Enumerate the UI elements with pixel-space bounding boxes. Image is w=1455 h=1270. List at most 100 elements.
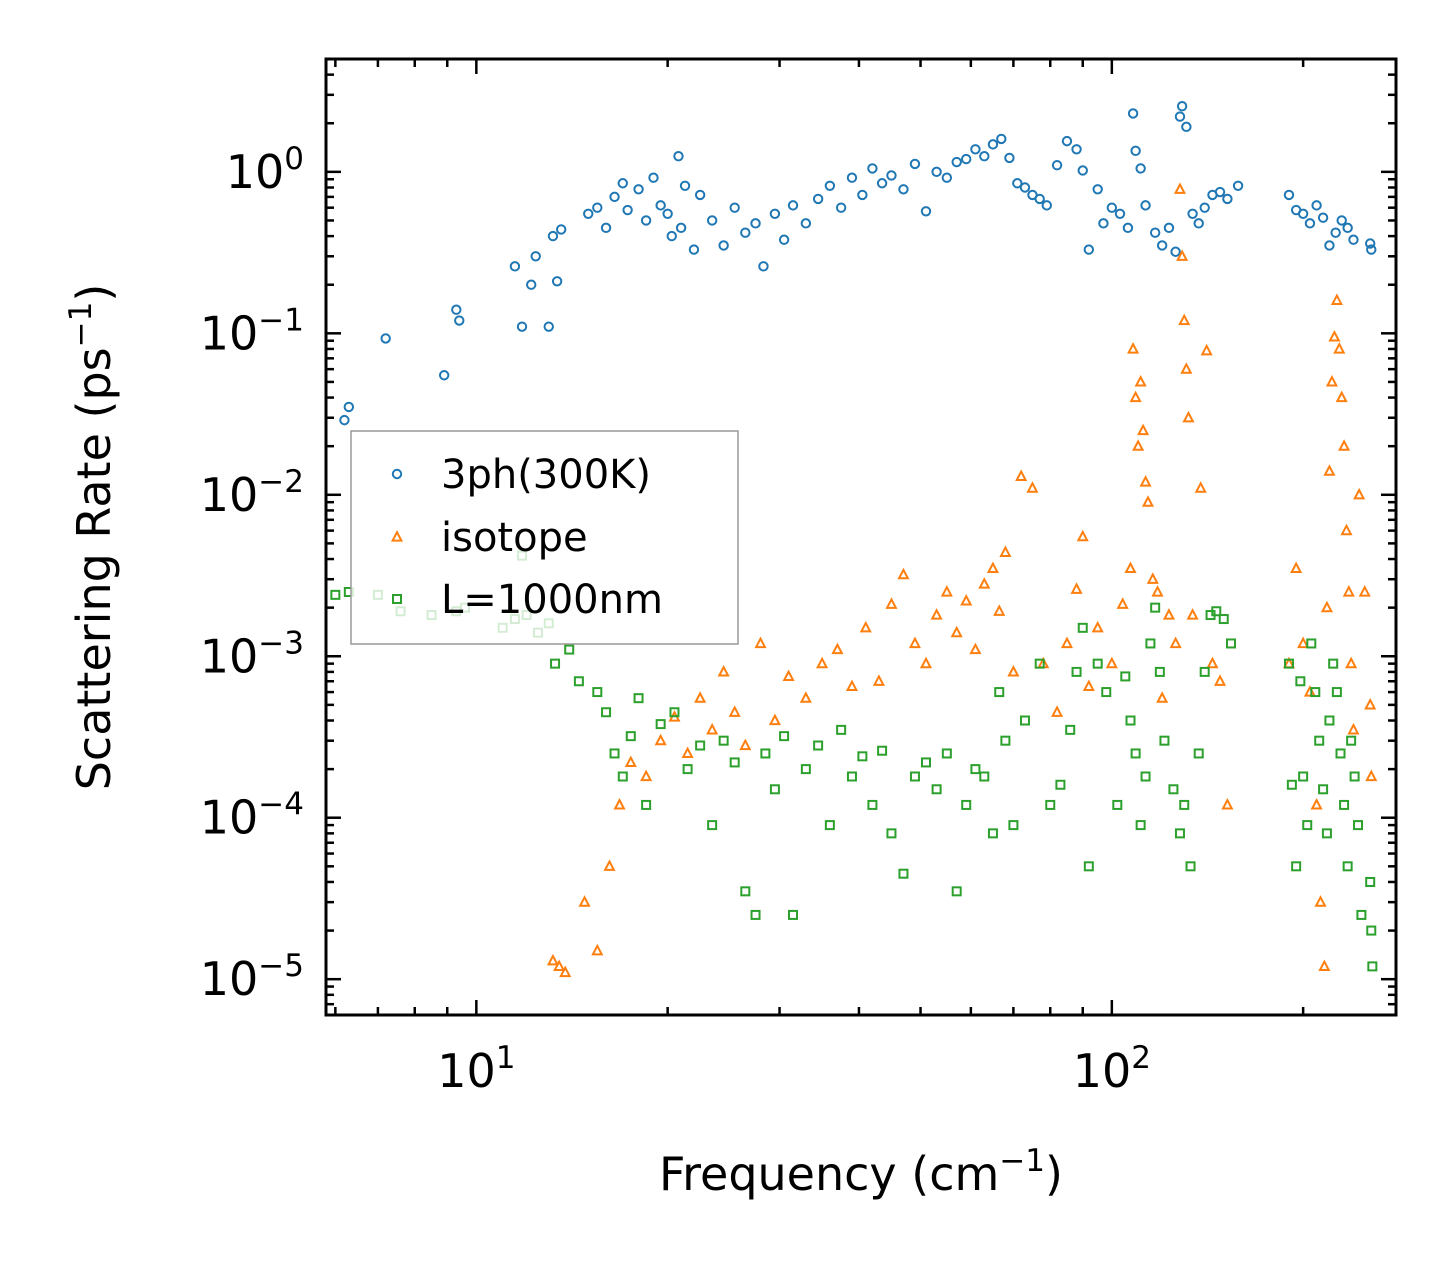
point-3-35: [779, 731, 790, 742]
point-1-21: [633, 184, 644, 195]
point-2-21: [799, 691, 812, 703]
point-3-30: [729, 757, 740, 768]
point-3-106: [1346, 735, 1357, 746]
point-1-63: [1019, 182, 1031, 193]
point-1-70: [1077, 165, 1088, 176]
point-1-24: [655, 200, 666, 211]
point-3-57: [1000, 735, 1011, 746]
point-2-77: [1290, 561, 1303, 574]
point-1-83: [1163, 222, 1175, 234]
legend-marker-1: [391, 468, 403, 480]
point-2-59: [1141, 495, 1155, 507]
point-1-89: [1193, 218, 1204, 229]
point-2-64: [1169, 636, 1182, 649]
point-1-100: [1317, 212, 1329, 223]
point-2-71: [1194, 481, 1207, 493]
point-3-15: [564, 644, 575, 655]
point-1-26: [666, 230, 677, 242]
point-3-32: [750, 909, 761, 920]
point-3-60: [1034, 658, 1045, 669]
point-2-14: [706, 722, 719, 735]
point-2-8: [624, 755, 637, 768]
point-3-82: [1185, 861, 1196, 872]
point-3-37: [800, 764, 811, 775]
point-3-49: [931, 784, 942, 795]
point-3-112: [1367, 961, 1378, 972]
point-1-99: [1311, 200, 1322, 211]
point-3-45: [886, 828, 897, 839]
point-1-30: [688, 244, 700, 255]
point-3-77: [1154, 666, 1165, 677]
point-3-109: [1356, 909, 1367, 920]
point-1-92: [1214, 186, 1226, 198]
point-1-11: [543, 321, 554, 332]
point-1-87: [1181, 121, 1192, 133]
point-1-55: [951, 156, 962, 168]
point-1-5: [451, 304, 462, 315]
point-2-29: [908, 636, 922, 649]
point-2-97: [1364, 697, 1377, 710]
point-1-1: [339, 414, 350, 426]
point-1-86: [1176, 101, 1188, 112]
point-2-82: [1318, 959, 1331, 971]
point-3-23: [641, 799, 652, 810]
point-2-93: [1345, 656, 1358, 669]
point-2-68: [1180, 362, 1193, 374]
point-1-20: [622, 204, 633, 216]
point-3-83: [1193, 748, 1204, 759]
point-3-50: [941, 748, 952, 759]
point-1-101: [1324, 240, 1335, 251]
point-2-61: [1151, 585, 1164, 597]
point-2-50: [1105, 656, 1118, 669]
point-3-21: [625, 731, 636, 742]
point-2-66: [1176, 249, 1189, 261]
point-2-41: [1015, 469, 1028, 481]
point-1-76: [1122, 222, 1134, 234]
point-1-60: [996, 133, 1007, 145]
point-3-27: [695, 740, 706, 751]
point-3-65: [1077, 622, 1088, 633]
point-2-13: [694, 691, 707, 703]
point-2-17: [739, 738, 752, 751]
point-2-60: [1146, 572, 1159, 584]
point-2-19: [768, 713, 781, 726]
point-2-31: [930, 608, 943, 620]
point-3-95: [1306, 638, 1317, 649]
point-3-62: [1055, 779, 1066, 790]
point-3-111: [1366, 925, 1377, 936]
point-2-18: [754, 636, 767, 649]
point-1-58: [979, 151, 990, 162]
point-2-49: [1091, 620, 1104, 633]
point-3-110: [1365, 876, 1376, 887]
point-2-44: [1051, 705, 1064, 717]
point-3-43: [867, 799, 878, 810]
point-3-78: [1159, 735, 1170, 746]
point-2-34: [960, 594, 973, 606]
point-3-107: [1349, 771, 1360, 782]
point-3-94: [1302, 820, 1313, 831]
point-1-95: [1283, 189, 1295, 201]
point-1-6: [454, 315, 465, 326]
point-3-64: [1071, 666, 1082, 677]
point-2-25: [859, 620, 872, 633]
point-3-68: [1101, 687, 1112, 698]
point-1-59: [987, 139, 999, 150]
point-3-22: [633, 693, 644, 704]
x-tick-label-1: 101: [437, 1040, 515, 1098]
point-3-26: [682, 764, 693, 775]
point-3-66: [1083, 861, 1094, 872]
legend-marker-2: [390, 530, 404, 542]
point-1-32: [706, 215, 718, 226]
point-3-31: [740, 886, 751, 897]
point-2-30: [919, 656, 933, 669]
point-1-94: [1232, 180, 1244, 191]
point-1-14: [556, 224, 567, 235]
point-1-40: [787, 200, 799, 211]
point-2-39: [999, 545, 1012, 557]
point-2-9: [640, 769, 653, 782]
point-2-51: [1116, 597, 1129, 609]
point-1-66: [1041, 200, 1052, 211]
point-3-105: [1342, 861, 1353, 872]
point-2-3: [559, 965, 572, 978]
point-1-17: [600, 222, 612, 234]
